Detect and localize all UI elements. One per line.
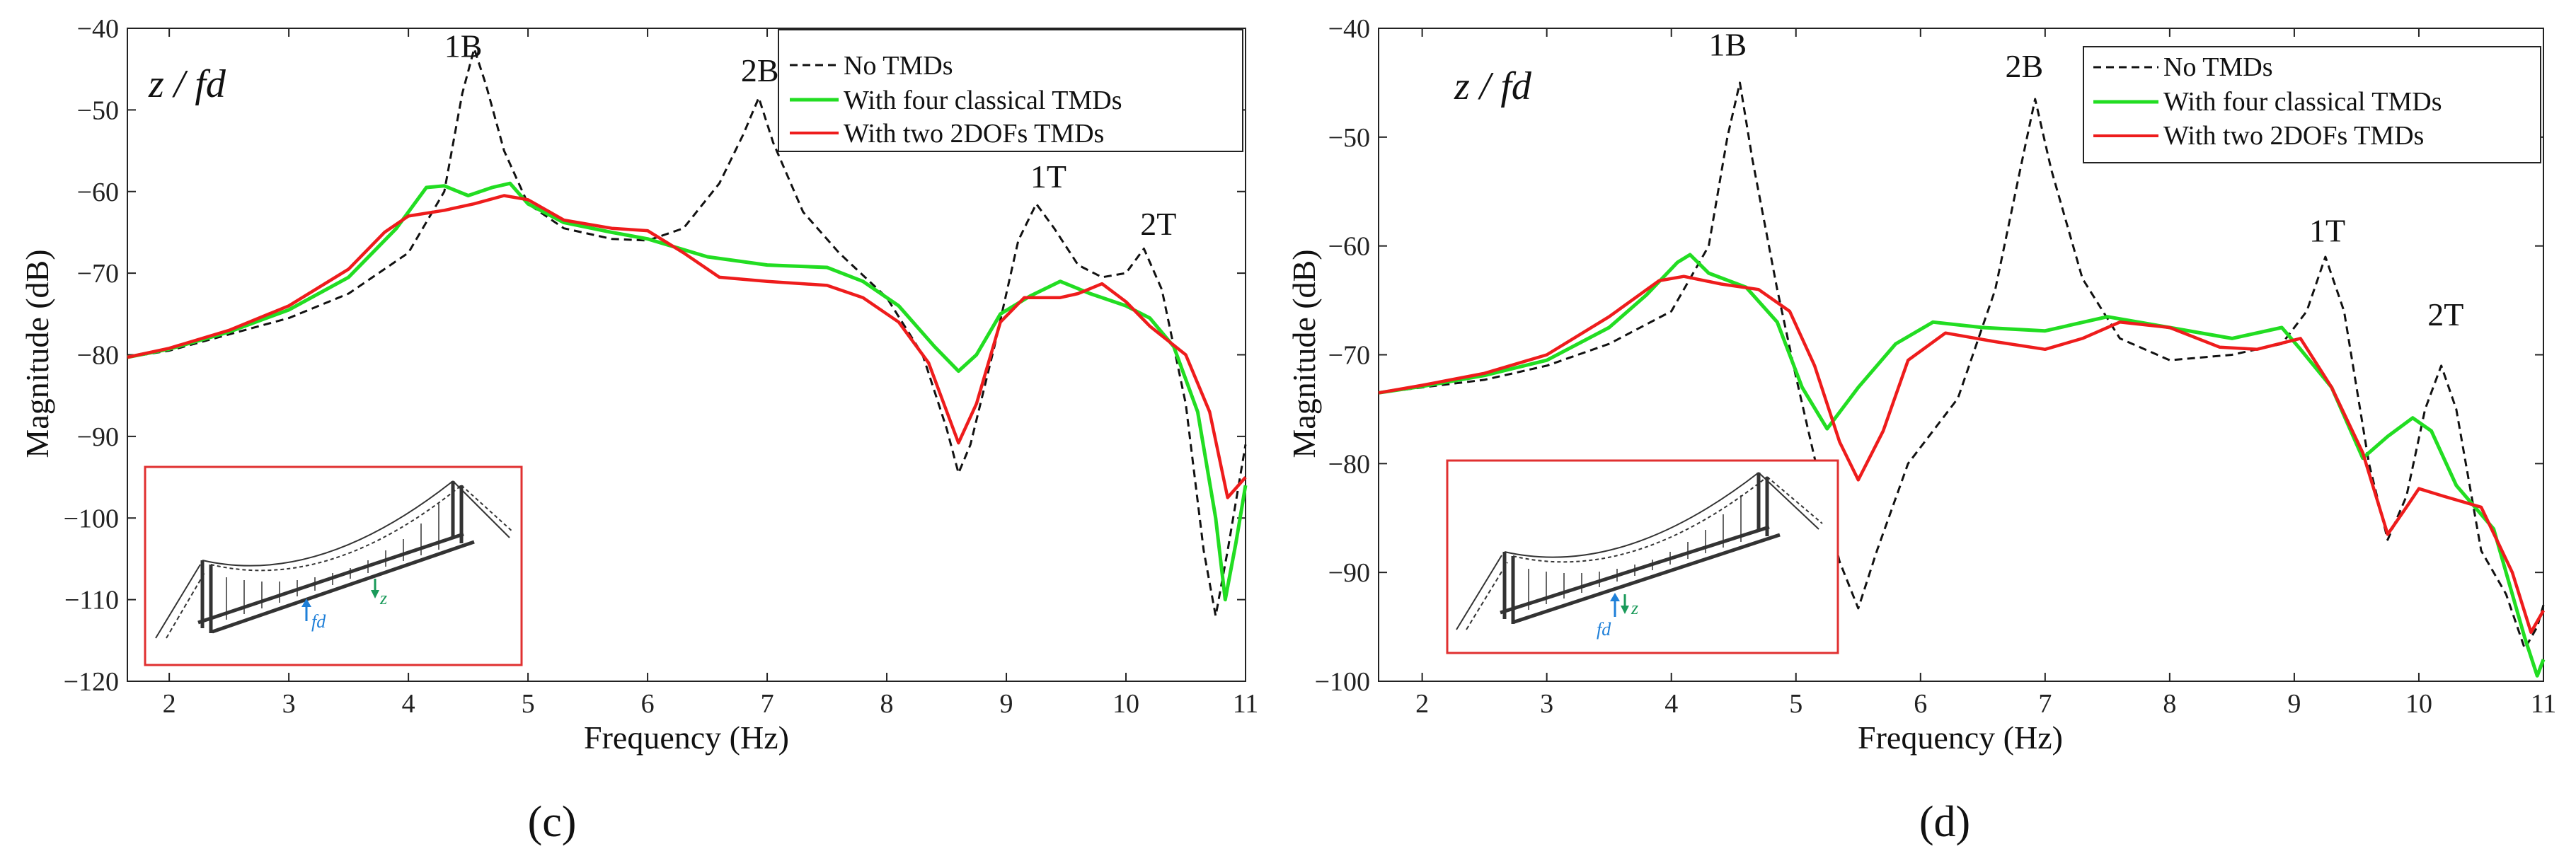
x-tick-label: 5	[1789, 689, 1802, 719]
chart-title-d: z / fd	[1454, 64, 1532, 108]
legend-label-2dof-d: With two 2DOFs TMDs	[2163, 121, 2424, 151]
legend-label-2dof-c: With two 2DOFs TMDs	[844, 119, 1104, 149]
inset-frame-c	[144, 465, 523, 666]
x-tick-label: 10	[1112, 689, 1139, 719]
x-tick-label: 10	[2405, 689, 2432, 719]
legend-d: No TMDs With four classical TMDs With tw…	[2083, 46, 2541, 163]
y-tick-label: −100	[64, 504, 119, 533]
y-tick-label: −70	[77, 259, 119, 289]
x-tick-label: 2	[163, 689, 176, 719]
inset-fd-label-c: fd	[311, 611, 326, 632]
x-tick-label: 3	[282, 689, 296, 719]
y-tick-label: −90	[77, 422, 119, 452]
x-tick-label: 3	[1540, 689, 1553, 719]
peak-annotation: 1T	[1030, 158, 1066, 195]
series-line-no-tmds-c	[127, 47, 1247, 618]
y-tick-label: −100	[1315, 667, 1370, 697]
x-axis-label-c: Frequency (Hz)	[584, 719, 789, 756]
x-axis-label-d: Frequency (Hz)	[1858, 719, 2063, 756]
panel-label-c: (c)	[528, 798, 577, 846]
response-arrowhead-d	[1621, 606, 1629, 614]
x-tick-label: 7	[2038, 689, 2052, 719]
series-line-twodof-c	[127, 194, 1247, 499]
peak-annotation: 1B	[444, 28, 483, 64]
legend-label-no-tmds-d: No TMDs	[2163, 52, 2273, 82]
y-axis-label-c: Magnitude (dB)	[19, 249, 55, 458]
peak-annotation: 1B	[1709, 26, 1747, 62]
x-tick-label: 2	[1415, 689, 1429, 719]
bridge-inset-d: fd z	[1446, 459, 1839, 654]
chart-title-c: z / fd	[148, 62, 226, 106]
response-arrowhead-c	[371, 590, 379, 598]
x-tick-label: 6	[641, 689, 655, 719]
y-tick-label: −40	[77, 14, 119, 44]
peak-annotation: 2B	[741, 52, 779, 88]
series-line-classical-c	[127, 181, 1248, 602]
bridge-inset-c: fd z	[144, 465, 523, 666]
y-tick-label: −90	[1328, 558, 1370, 588]
series-line-no-tmds-d	[1378, 81, 2545, 650]
inset-z-label-c: z	[379, 588, 387, 608]
force-arrowhead-d	[1610, 593, 1620, 601]
series-line-twodof-d	[1378, 274, 2545, 635]
x-tick-label: 9	[1000, 689, 1013, 719]
peak-annotation: 2T	[1140, 206, 1176, 242]
legend-box-c	[778, 29, 1243, 152]
force-arrowhead-c	[301, 598, 311, 607]
y-tick-label: −60	[77, 178, 119, 207]
legend-label-classical-d: With four classical TMDs	[2163, 87, 2442, 117]
peak-annotation: 1T	[2309, 213, 2345, 249]
y-axis-label-d: Magnitude (dB)	[1286, 249, 1322, 458]
x-tick-label: 8	[880, 689, 894, 719]
x-tick-label: 4	[402, 689, 415, 719]
x-tick-label: 6	[1914, 689, 1927, 719]
panel-label-d: (d)	[1919, 798, 1970, 846]
legend-c: No TMDs With four classical TMDs With tw…	[778, 29, 1243, 152]
peak-annotation: 2B	[2005, 48, 2043, 84]
x-tick-label: 7	[761, 689, 774, 719]
bridge-drawing-c	[155, 480, 514, 639]
y-tick-label: −110	[64, 586, 119, 615]
bridge-drawing-d	[1456, 472, 1823, 630]
y-tick-label: −80	[77, 341, 119, 371]
y-tick-label: −70	[1328, 341, 1370, 371]
x-tick-label: 4	[1664, 689, 1678, 719]
y-tick-label: −80	[1328, 449, 1370, 479]
y-tick-label: −50	[77, 96, 119, 125]
x-tick-label: 5	[522, 689, 535, 719]
chart-c: 2 3 4 5 6 7 8 9 10 11 −120 −110 −100 −90 −80 −70 −60 −50…	[19, 14, 1258, 846]
x-tick-label: 8	[2163, 689, 2176, 719]
inset-fd-label-d: fd	[1597, 619, 1611, 640]
legend-label-classical-c: With four classical TMDs	[844, 86, 1122, 115]
x-tick-label: 9	[2287, 689, 2301, 719]
legend-label-no-tmds-c: No TMDs	[844, 51, 953, 81]
y-tick-label: −120	[64, 667, 119, 697]
chart-d: 2 3 4 5 6 7 8 9 10 11 −100 −90 −80 −70 −60 −50 −40 1B 2B…	[1286, 14, 2556, 846]
legend-box-d	[2083, 46, 2541, 163]
x-tick-label: 11	[1233, 689, 1259, 719]
x-tick-label: 11	[2531, 689, 2557, 719]
y-tick-label: −60	[1328, 232, 1370, 262]
inset-z-label-d: z	[1631, 598, 1638, 618]
y-tick-label: −50	[1328, 123, 1370, 153]
y-tick-label: −40	[1328, 14, 1370, 44]
peak-annotation: 2T	[2427, 296, 2463, 332]
